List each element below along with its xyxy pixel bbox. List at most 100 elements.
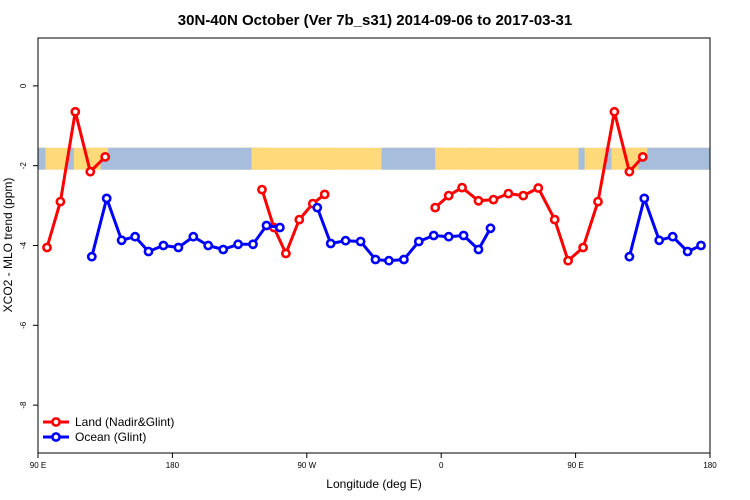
data-point <box>639 193 650 204</box>
data-point <box>443 190 454 201</box>
y-tick-label: 0 <box>19 83 28 88</box>
data-point <box>218 244 229 255</box>
band-ocean-region <box>638 147 710 170</box>
data-point <box>143 246 154 257</box>
series-line <box>260 189 326 255</box>
x-tick-label: 180 <box>703 461 717 470</box>
data-point <box>654 235 665 246</box>
data-point <box>233 239 243 250</box>
data-point <box>86 251 97 262</box>
data-point <box>85 166 96 177</box>
data-point <box>624 251 635 262</box>
band-island <box>462 158 466 170</box>
band-ocean-region <box>67 147 74 170</box>
data-point <box>370 254 381 265</box>
band-island <box>436 154 443 170</box>
data-point <box>248 239 258 250</box>
data-point <box>355 236 366 247</box>
land-mask-band <box>38 147 710 170</box>
x-tick-label: 180 <box>166 461 180 470</box>
data-point <box>696 240 706 251</box>
data-point <box>503 188 514 199</box>
band-island <box>326 149 337 170</box>
y-tick-label: -6 <box>19 321 28 329</box>
band-coast <box>468 147 478 155</box>
y-axis: 0 -2 -4 -6 -8 <box>19 83 38 409</box>
y-tick-label: -2 <box>19 162 28 170</box>
data-point <box>319 189 330 200</box>
data-point <box>340 235 351 246</box>
band-ocean-region <box>605 147 612 170</box>
data-point <box>130 231 140 242</box>
band-coast <box>450 147 460 159</box>
x-tick-label: 90 W <box>297 461 316 470</box>
data-point <box>294 214 305 225</box>
band-ocean-region <box>100 147 255 170</box>
data-point <box>667 231 678 242</box>
x-tick-label: 0 <box>439 461 444 470</box>
data-point <box>430 202 441 213</box>
series-ocean <box>86 193 706 266</box>
data-point <box>100 151 111 162</box>
legend-label: Land (Nadir&Glint) <box>75 415 174 429</box>
legend-label: Ocean (Glint) <box>75 430 146 444</box>
data-point <box>473 195 484 206</box>
x-axis: 90 E 180 90 W 0 90 E 180 <box>30 453 717 470</box>
y-axis-label: XCO2 - MLO trend (ppm) <box>1 178 15 313</box>
data-point <box>42 242 52 253</box>
plot-frame <box>37 37 711 454</box>
x-tick-label: 90 E <box>30 461 46 470</box>
band-ocean-region <box>38 147 46 170</box>
data-point <box>443 231 454 242</box>
band-island <box>627 156 639 170</box>
data-point <box>457 182 467 193</box>
data-point <box>101 193 112 204</box>
data-point <box>55 196 66 207</box>
data-point <box>398 254 409 265</box>
data-point <box>563 255 573 266</box>
data-point <box>70 106 81 117</box>
band-coast <box>435 147 445 156</box>
x-axis-label: Longitude (deg E) <box>326 477 421 491</box>
data-point <box>413 236 424 247</box>
data-point <box>188 231 199 242</box>
data-point <box>624 166 635 177</box>
y-tick-label: -4 <box>19 241 28 249</box>
data-point <box>325 238 336 249</box>
data-point <box>383 255 394 266</box>
data-point <box>261 220 272 231</box>
data-point <box>609 106 620 117</box>
data-point <box>549 214 560 225</box>
data-point <box>593 196 603 207</box>
data-point <box>274 222 285 233</box>
data-point <box>682 246 693 257</box>
data-point <box>578 242 588 253</box>
legend-marker <box>51 432 61 442</box>
chart-title: 30N-40N October (Ver 7b_s31) 2014-09-06 … <box>178 12 572 29</box>
band-ocean-region <box>578 147 585 170</box>
band-island <box>251 147 270 170</box>
data-point <box>637 151 648 162</box>
legend-marker <box>51 417 61 427</box>
data-point <box>485 223 496 234</box>
data-point <box>428 230 439 241</box>
data-point <box>518 190 529 201</box>
y-tick-label: -8 <box>19 401 28 409</box>
band-coast <box>483 147 489 160</box>
data-point <box>280 248 291 259</box>
data-point <box>203 240 214 251</box>
band-ocean-region <box>381 147 436 170</box>
data-point <box>473 244 484 255</box>
data-point <box>488 194 499 205</box>
data-point <box>116 235 127 246</box>
data-point <box>257 184 267 195</box>
x-tick-label: 90 E <box>567 461 583 470</box>
series-line <box>45 110 107 248</box>
band-island <box>447 159 452 170</box>
legend: Land (Nadir&Glint)Ocean (Glint) <box>43 415 174 444</box>
data-point <box>312 202 323 213</box>
data-point <box>533 183 544 193</box>
data-point <box>458 230 469 241</box>
data-point <box>158 240 169 251</box>
